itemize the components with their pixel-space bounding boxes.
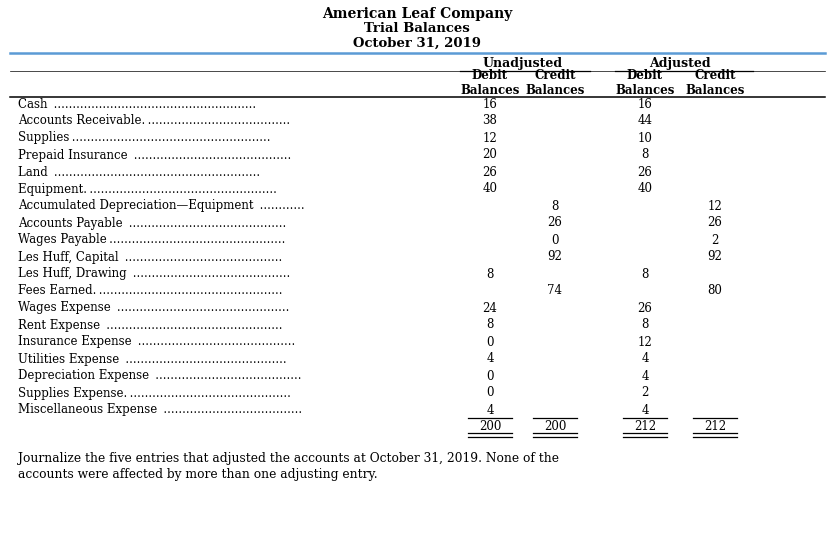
Text: 74: 74 bbox=[548, 284, 563, 298]
Text: 38: 38 bbox=[483, 114, 498, 128]
Text: 40: 40 bbox=[483, 183, 498, 195]
Text: Unadjusted: Unadjusted bbox=[483, 58, 563, 70]
Text: Supplies .....................................................: Supplies ...............................… bbox=[18, 131, 271, 145]
Text: Accumulated Depreciation—Equipment  ............: Accumulated Depreciation—Equipment .....… bbox=[18, 200, 305, 212]
Text: Fees Earned. .................................................: Fees Earned. ...........................… bbox=[18, 284, 282, 298]
Text: 4: 4 bbox=[641, 353, 649, 366]
Text: Journalize the five entries that adjusted the accounts at October 31, 2019. None: Journalize the five entries that adjuste… bbox=[18, 452, 559, 465]
Text: 26: 26 bbox=[483, 166, 498, 179]
Text: Debit
Balances: Debit Balances bbox=[615, 69, 675, 97]
Text: 2: 2 bbox=[641, 387, 649, 399]
Text: 92: 92 bbox=[707, 250, 722, 263]
Text: 24: 24 bbox=[483, 301, 498, 315]
Text: Rent Expense  ...............................................: Rent Expense ...........................… bbox=[18, 318, 282, 332]
Text: Les Huff, Capital  ..........................................: Les Huff, Capital ......................… bbox=[18, 250, 282, 263]
Text: Adjusted: Adjusted bbox=[649, 58, 711, 70]
Text: Trial Balances: Trial Balances bbox=[364, 23, 470, 36]
Text: 8: 8 bbox=[641, 148, 649, 162]
Text: Depreciation Expense  .......................................: Depreciation Expense ...................… bbox=[18, 370, 301, 382]
Text: Cash  ......................................................: Cash ...................................… bbox=[18, 97, 256, 111]
Text: 200: 200 bbox=[544, 420, 566, 432]
Text: 12: 12 bbox=[638, 336, 652, 349]
Text: October 31, 2019: October 31, 2019 bbox=[353, 36, 481, 50]
Text: Supplies Expense. ...........................................: Supplies Expense. ......................… bbox=[18, 387, 291, 399]
Text: 80: 80 bbox=[707, 284, 722, 298]
Text: 0: 0 bbox=[486, 336, 493, 349]
Text: 4: 4 bbox=[641, 370, 649, 382]
Text: Wages Payable ...............................................: Wages Payable ..........................… bbox=[18, 234, 286, 246]
Text: 212: 212 bbox=[634, 420, 656, 432]
Text: 2: 2 bbox=[711, 234, 719, 246]
Text: 8: 8 bbox=[486, 267, 493, 280]
Text: Land  .......................................................: Land ...................................… bbox=[18, 166, 261, 179]
Text: Les Huff, Drawing  ..........................................: Les Huff, Drawing ......................… bbox=[18, 267, 291, 280]
Text: Prepaid Insurance  ..........................................: Prepaid Insurance ......................… bbox=[18, 148, 291, 162]
Text: Miscellaneous Expense  .....................................: Miscellaneous Expense ..................… bbox=[18, 404, 302, 416]
Text: 8: 8 bbox=[486, 318, 493, 332]
Text: 16: 16 bbox=[638, 97, 652, 111]
Text: 44: 44 bbox=[637, 114, 652, 128]
Text: Utilities Expense  ...........................................: Utilities Expense ......................… bbox=[18, 353, 286, 366]
Text: Debit
Balances: Debit Balances bbox=[460, 69, 519, 97]
Text: 212: 212 bbox=[704, 420, 726, 432]
Text: 4: 4 bbox=[486, 404, 493, 416]
Text: 0: 0 bbox=[486, 387, 493, 399]
Text: 26: 26 bbox=[707, 217, 722, 229]
Text: 200: 200 bbox=[478, 420, 501, 432]
Text: 26: 26 bbox=[548, 217, 563, 229]
Text: 26: 26 bbox=[638, 301, 652, 315]
Text: 4: 4 bbox=[641, 404, 649, 416]
Text: American Leaf Company: American Leaf Company bbox=[321, 7, 512, 21]
Text: 10: 10 bbox=[638, 131, 652, 145]
Text: Accounts Payable  ..........................................: Accounts Payable .......................… bbox=[18, 217, 286, 229]
Text: 16: 16 bbox=[483, 97, 498, 111]
Text: 8: 8 bbox=[551, 200, 559, 212]
Text: Accounts Receivable. ......................................: Accounts Receivable. ...................… bbox=[18, 114, 290, 128]
Text: Insurance Expense  ..........................................: Insurance Expense ......................… bbox=[18, 336, 296, 349]
Text: 8: 8 bbox=[641, 318, 649, 332]
Text: Credit
Balances: Credit Balances bbox=[525, 69, 584, 97]
Text: Wages Expense  ..............................................: Wages Expense ..........................… bbox=[18, 301, 290, 315]
Text: 92: 92 bbox=[548, 250, 563, 263]
Text: 40: 40 bbox=[637, 183, 652, 195]
Text: Equipment. ..................................................: Equipment. .............................… bbox=[18, 183, 277, 195]
Text: Credit
Balances: Credit Balances bbox=[686, 69, 745, 97]
Text: 0: 0 bbox=[486, 370, 493, 382]
Text: 0: 0 bbox=[551, 234, 559, 246]
Text: accounts were affected by more than one adjusting entry.: accounts were affected by more than one … bbox=[18, 468, 377, 481]
Text: 12: 12 bbox=[707, 200, 722, 212]
Text: 26: 26 bbox=[638, 166, 652, 179]
Text: 4: 4 bbox=[486, 353, 493, 366]
Text: 12: 12 bbox=[483, 131, 498, 145]
Text: 8: 8 bbox=[641, 267, 649, 280]
Text: 20: 20 bbox=[483, 148, 498, 162]
